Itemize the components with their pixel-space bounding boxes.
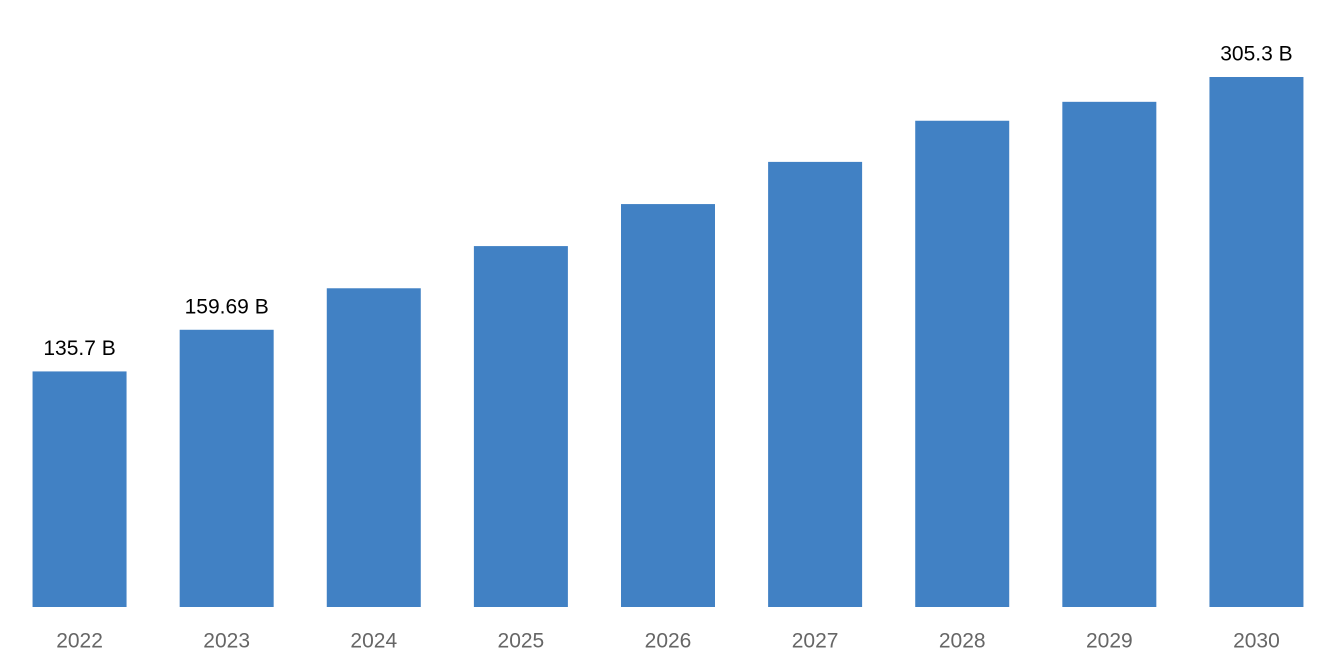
value-label: 305.3 B (1220, 43, 1292, 66)
bar (473, 246, 568, 607)
bar (326, 288, 421, 607)
bar (179, 329, 274, 607)
x-tick-label: 2029 (1086, 630, 1133, 653)
x-tick-label: 2024 (350, 630, 397, 653)
bar (621, 204, 715, 607)
value-label: 135.7 B (43, 337, 115, 360)
value-label: 159.69 B (185, 295, 269, 318)
x-tick-label: 2030 (1233, 630, 1280, 653)
x-tick-label: 2028 (939, 630, 986, 653)
x-tick-label: 2025 (498, 630, 545, 653)
x-tick-label: 2023 (203, 630, 250, 653)
x-tick-label: 2026 (645, 630, 692, 653)
bar (1062, 101, 1157, 607)
x-tick-label: 2027 (792, 630, 839, 653)
bar (1209, 77, 1304, 607)
x-tick-label: 2022 (56, 630, 103, 653)
bar (915, 120, 1010, 607)
bar (32, 371, 127, 607)
bar (768, 161, 863, 608)
